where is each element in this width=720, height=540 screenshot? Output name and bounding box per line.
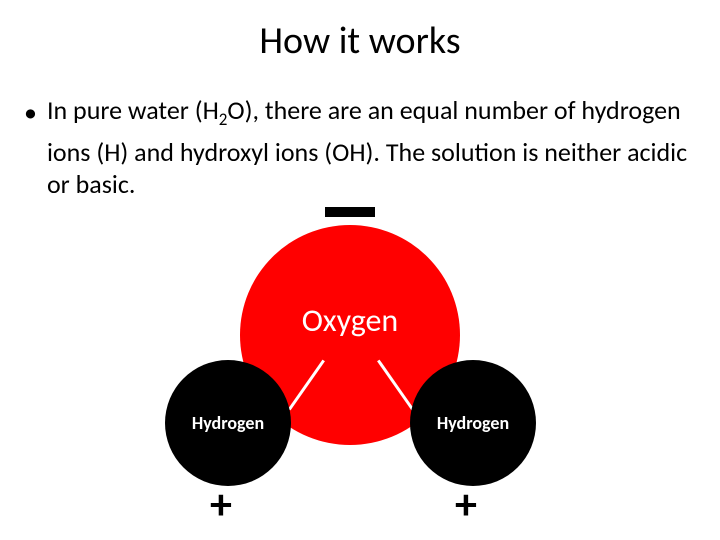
plus-sign-left: + [210, 477, 232, 531]
bullet-list: • In pure water (H2O), there are an equa… [0, 64, 720, 200]
plus-sign-right: + [455, 477, 477, 531]
bullet-marker: • [24, 96, 37, 128]
bullet-item: • In pure water (H2O), there are an equa… [24, 94, 700, 200]
water-molecule-diagram: Oxygen Hydrogen Hydrogen + + [150, 225, 570, 515]
slide-title: How it works [0, 0, 720, 64]
hydrogen-label-left: Hydrogen [192, 412, 264, 434]
bullet-text: In pure water (H2O), there are an equal … [47, 94, 700, 200]
hydrogen-atom-left: Hydrogen [165, 360, 291, 486]
minus-sign [325, 207, 375, 217]
hydrogen-atom-right: Hydrogen [410, 360, 536, 486]
hydrogen-label-right: Hydrogen [437, 412, 509, 434]
text-pre: In pure water (H [47, 94, 219, 126]
oxygen-label: Oxygen [302, 301, 398, 340]
